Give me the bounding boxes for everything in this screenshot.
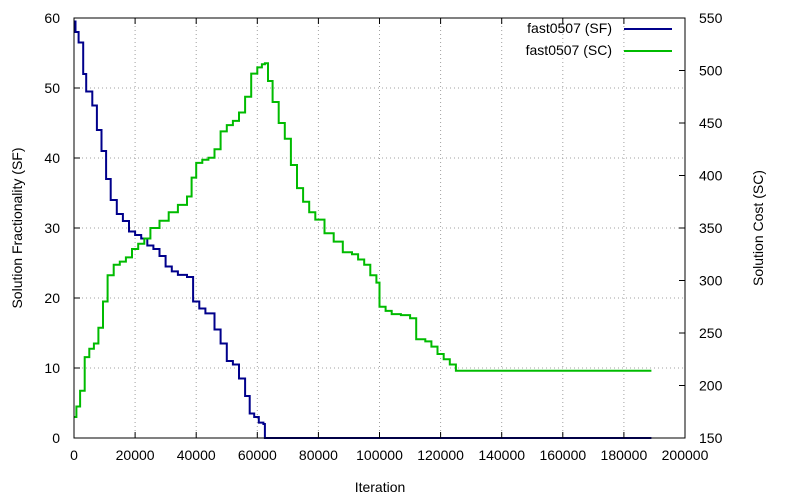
x-tick-label: 120000 — [417, 447, 464, 463]
y-tick-label: 10 — [44, 360, 60, 376]
x-tick-label: 140000 — [478, 447, 525, 463]
y2-tick-label: 500 — [699, 63, 723, 79]
x-tick-label: 60000 — [238, 447, 277, 463]
y2-tick-label: 550 — [699, 10, 723, 26]
x-tick-label: 100000 — [356, 447, 403, 463]
y2-axis-label: Solution Cost (SC) — [750, 170, 766, 286]
y2-tick-label: 300 — [699, 273, 723, 289]
x-tick-label: 20000 — [116, 447, 155, 463]
x-axis-label: Iteration — [355, 479, 406, 495]
x-tick-label: 160000 — [539, 447, 586, 463]
y2-tick-label: 150 — [699, 430, 723, 446]
y2-tick-label: 250 — [699, 325, 723, 341]
series-line-sc — [74, 62, 652, 418]
y2-tick-label: 200 — [699, 378, 723, 394]
x-tick-label: 0 — [70, 447, 78, 463]
y2-tick-label: 450 — [699, 115, 723, 131]
y-tick-label: 60 — [44, 10, 60, 26]
y-axis-label: Solution Fractionality (SF) — [9, 147, 25, 308]
legend-label-sf: fast0507 (SF) — [527, 20, 612, 36]
x-tick-label: 40000 — [177, 447, 216, 463]
tick-labels: 0 20000 40000 60000 80000 100000 120000 140000 1… — [44, 10, 722, 463]
y2-tick-label: 400 — [699, 168, 723, 184]
grid-lines — [74, 18, 685, 438]
x-tick-label: 80000 — [299, 447, 338, 463]
x-tick-label: 200000 — [662, 447, 709, 463]
y-tick-label: 50 — [44, 80, 60, 96]
y-tick-label: 20 — [44, 290, 60, 306]
y-tick-label: 0 — [52, 430, 60, 446]
y2-tick-label: 350 — [699, 220, 723, 236]
legend-label-sc: fast0507 (SC) — [526, 42, 612, 58]
series-lines — [74, 20, 652, 439]
series-line-sf — [74, 20, 652, 439]
y-tick-label: 30 — [44, 220, 60, 236]
axis-ticks — [73, 17, 686, 439]
legend: fast0507 (SF) fast0507 (SC) — [526, 20, 672, 58]
x-tick-label: 180000 — [601, 447, 648, 463]
y-tick-label: 40 — [44, 150, 60, 166]
